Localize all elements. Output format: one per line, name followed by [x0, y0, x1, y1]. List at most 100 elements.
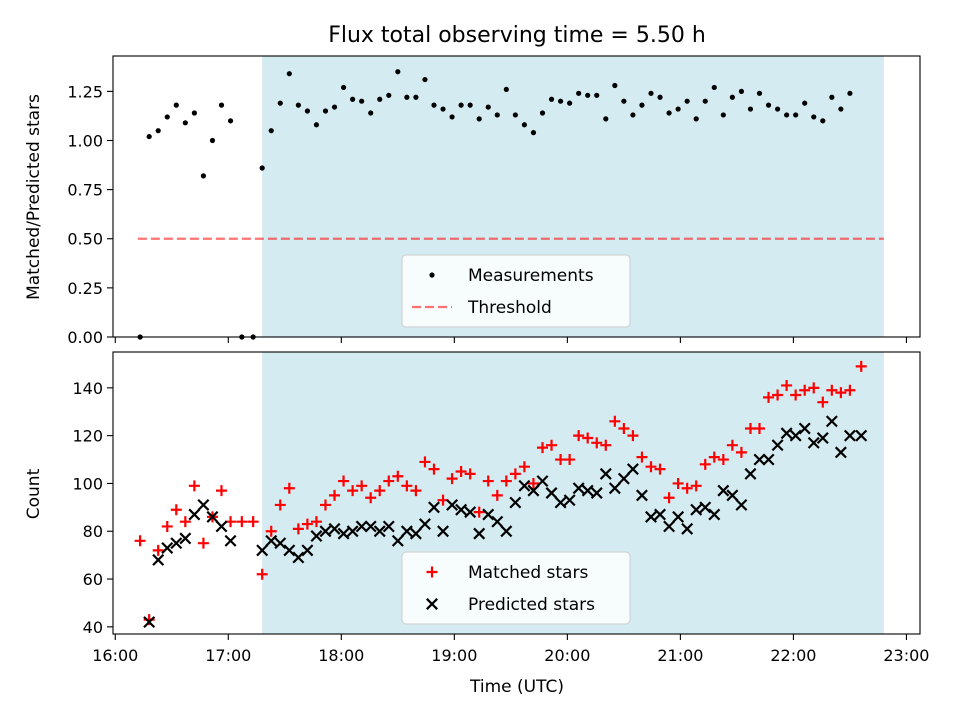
top-legend-label-0: Measurements	[468, 266, 594, 286]
bottom-point-0-5	[179, 516, 191, 528]
bottom-point-1-64	[744, 467, 757, 480]
bottom-point-0-4	[170, 504, 182, 516]
top-point-0-67	[747, 106, 754, 112]
top-point-0-72	[793, 112, 799, 118]
bottom-point-1-30	[437, 525, 450, 538]
bottom-point-0-66	[735, 446, 747, 458]
bottom-point-1-23	[373, 525, 386, 538]
bottom-point-1-54	[654, 508, 667, 521]
top-point-0-60	[684, 98, 690, 104]
bottom-point-1-49	[608, 482, 621, 495]
bottom-ytick-label-3: 100	[72, 474, 103, 493]
top-point-0-4	[173, 102, 179, 108]
bottom-point-1-73	[825, 415, 838, 428]
bottom-point-1-36	[491, 515, 504, 528]
bottom-axis-xlabel: Time (UTC)	[469, 677, 564, 697]
top-point-0-64	[720, 112, 726, 118]
bottom-ytick-label-5: 140	[72, 379, 103, 398]
bottom-point-0-60	[681, 482, 693, 494]
bottom-point-0-32	[428, 463, 440, 475]
bottom-point-0-16	[283, 482, 295, 494]
top-panel: 0.00 0.25 0.50 0.75 1.00 1.25 Measurements Thre…	[67, 55, 921, 347]
bottom-point-1-38	[509, 496, 522, 509]
top-point-0-20	[322, 108, 329, 114]
bottom-point-1-33	[464, 506, 477, 519]
top-point-0-56	[648, 90, 654, 96]
top-point-0-17	[295, 102, 301, 108]
top-point-0-33	[440, 106, 446, 112]
top-legend-marker-0	[429, 272, 435, 278]
top-legend	[401, 254, 631, 328]
bottom-point-1-34	[473, 527, 486, 540]
top-point-0-13	[259, 165, 265, 171]
bottom-point-1-72	[816, 432, 829, 445]
bottom-point-0-78	[844, 384, 856, 396]
bottom-point-1-31	[446, 498, 459, 511]
bottom-point-0-6	[188, 480, 200, 492]
bottom-point-1-61	[717, 484, 730, 497]
top-point-0-9	[218, 102, 225, 108]
top-point-0-45	[548, 96, 555, 102]
top-point-0-5	[182, 120, 188, 126]
bottom-point-1-37	[500, 525, 513, 538]
bottom-point-1-25	[391, 534, 404, 547]
bottom-point-1-46	[581, 484, 594, 497]
bottom-point-1-47	[590, 487, 603, 499]
top-point-0-8	[209, 137, 216, 144]
top-point-0-26	[377, 96, 383, 102]
top-point-0-66	[738, 88, 745, 94]
bottom-axis-ylabel: Count	[24, 468, 44, 519]
top-point-0-6	[191, 110, 197, 116]
bottom-point-1-65	[753, 453, 766, 466]
top-point-0-37	[476, 116, 482, 122]
top-ytick-label-4: 1.00	[67, 131, 103, 150]
bottom-point-1-27	[409, 527, 422, 540]
top-point-0-3	[164, 114, 170, 120]
bottom-point-1-16	[310, 530, 323, 542]
bottom-point-0-13	[256, 568, 268, 580]
top-point-0-34	[449, 114, 455, 120]
bottom-point-0-17	[292, 523, 304, 535]
top-point-0-53	[621, 98, 627, 104]
bottom-point-0-18	[301, 518, 313, 530]
bottom-point-1-13	[283, 544, 296, 557]
top-point-0-28	[395, 69, 401, 75]
bottom-point-1-7	[206, 510, 219, 523]
bottom-point-0-48	[573, 430, 585, 442]
top-point-0-14	[268, 128, 274, 134]
bottom-point-1-1	[152, 553, 165, 566]
bottom-point-0-64	[717, 454, 729, 466]
bottom-point-1-55	[663, 520, 676, 533]
bottom-point-1-2	[161, 541, 174, 554]
bottom-point-1-51	[626, 463, 639, 476]
bottom-point-0-26	[374, 485, 386, 497]
bottom-point-1-48	[599, 467, 612, 480]
bottom-point-1-20	[346, 525, 359, 538]
top-point-0-59	[675, 106, 681, 112]
bottom-point-1-56	[672, 510, 685, 523]
bottom-point-1-22	[364, 520, 377, 533]
top-point-0-78	[847, 90, 853, 96]
bottom-xtick-label-5: 21:00	[657, 646, 703, 665]
top-ytick-label-3: 0.75	[67, 181, 103, 200]
bottom-point-0-25	[365, 492, 377, 504]
bottom-point-1-57	[681, 522, 694, 535]
bottom-point-0-56	[645, 461, 657, 473]
bottom-point-0-68	[754, 422, 766, 434]
top-point-0-57	[657, 94, 663, 100]
top-point-0-7	[200, 173, 207, 179]
top-point-0-27	[386, 92, 392, 98]
bottom-point-1-44	[563, 494, 576, 507]
bottom-point-1-14	[292, 551, 305, 564]
bottom-point-0-29	[401, 480, 413, 492]
bottom-point-1-3	[170, 537, 183, 550]
bottom-point-1-63	[735, 498, 748, 511]
bottom-point-1-24	[382, 520, 395, 533]
bottom-point-0-31	[419, 456, 431, 468]
bottom-legend-marker-1	[426, 598, 438, 610]
bottom-point-0-15	[274, 499, 286, 511]
bottom-point-1-8	[215, 520, 228, 533]
bottom-point-0-44	[536, 442, 548, 454]
bottom-point-0-71	[781, 379, 793, 391]
top-point-0-38	[485, 104, 491, 110]
